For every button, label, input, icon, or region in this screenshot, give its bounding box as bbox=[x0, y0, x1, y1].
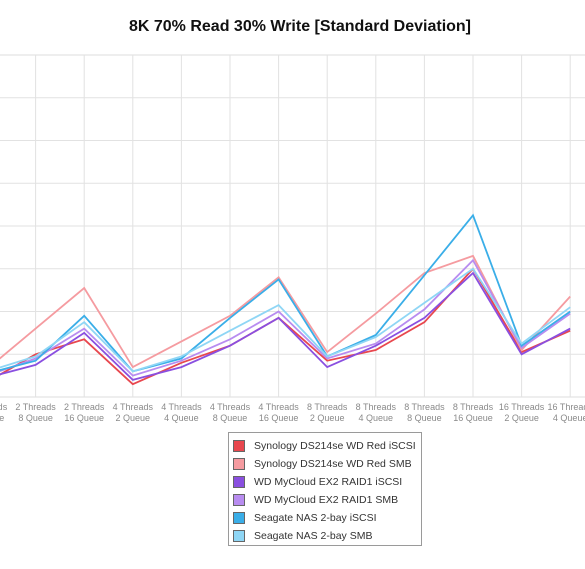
x-tick-label: 16 Threads bbox=[499, 402, 545, 412]
legend-label: Synology DS214se WD Red iSCSI bbox=[254, 440, 416, 452]
x-tick-label: 2 Threads bbox=[15, 402, 56, 412]
x-tick-label: 1 Threads bbox=[0, 402, 8, 412]
x-tick-label: 4 Queue bbox=[359, 413, 394, 423]
legend-label: WD MyCloud EX2 RAID1 SMB bbox=[254, 494, 399, 506]
x-tick-label: 4 Queue bbox=[553, 413, 585, 423]
legend-swatch bbox=[233, 458, 245, 470]
x-tick-label: 2 Queue bbox=[504, 413, 539, 423]
legend-label: Synology DS214se WD Red SMB bbox=[254, 458, 412, 470]
x-tick-label: 4 Queue bbox=[164, 413, 199, 423]
chart-legend: Synology DS214se WD Red iSCSI Synology DS… bbox=[228, 432, 422, 546]
x-tick-label: 2 Queue bbox=[0, 413, 4, 423]
series-line bbox=[0, 213, 571, 373]
legend-item: Seagate NAS 2-bay SMB bbox=[233, 527, 421, 545]
legend-item: WD MyCloud EX2 RAID1 iSCSI bbox=[233, 473, 421, 491]
x-tick-label: 8 Threads bbox=[404, 402, 445, 412]
series-line bbox=[0, 267, 571, 373]
series-line bbox=[0, 271, 571, 381]
x-tick-label: 8 Queue bbox=[407, 413, 442, 423]
x-tick-label: 8 Threads bbox=[453, 402, 494, 412]
x-tick-label: 4 Threads bbox=[258, 402, 299, 412]
legend-item: Synology DS214se WD Red iSCSI bbox=[233, 437, 421, 455]
x-tick-label: 2 Queue bbox=[310, 413, 345, 423]
x-tick-label: 8 Threads bbox=[356, 402, 397, 412]
x-tick-label: 8 Queue bbox=[18, 413, 53, 423]
legend-label: Seagate NAS 2-bay iSCSI bbox=[254, 512, 377, 524]
legend-swatch bbox=[233, 494, 245, 506]
gridlines bbox=[0, 55, 585, 397]
x-tick-label: 8 Queue bbox=[213, 413, 248, 423]
x-tick-label: 4 Threads bbox=[210, 402, 251, 412]
x-tick-label: 16 Queue bbox=[259, 413, 299, 423]
x-tick-label: 8 Threads bbox=[307, 402, 348, 412]
chart-title: 8K 70% Read 30% Write [Standard Deviatio… bbox=[128, 18, 472, 35]
legend-item: WD MyCloud EX2 RAID1 SMB bbox=[233, 491, 421, 509]
series-line bbox=[0, 254, 571, 369]
x-tick-label: 2 Threads bbox=[64, 402, 105, 412]
plot-area-border bbox=[0, 54, 585, 398]
x-tick-label: 16 Queue bbox=[453, 413, 493, 423]
legend-item: Synology DS214se WD Red SMB bbox=[233, 455, 421, 473]
x-tick-label: 4 Threads bbox=[161, 402, 202, 412]
legend-swatch bbox=[233, 476, 245, 488]
series-lines bbox=[0, 213, 571, 386]
legend-swatch bbox=[233, 530, 245, 542]
legend-label: Seagate NAS 2-bay SMB bbox=[254, 530, 373, 542]
x-tick-label: 16 Threads bbox=[548, 402, 585, 412]
legend-swatch bbox=[233, 512, 245, 524]
x-tick-label: 4 Threads bbox=[113, 402, 154, 412]
legend-item: Seagate NAS 2-bay iSCSI bbox=[233, 509, 421, 527]
legend-swatch bbox=[233, 440, 245, 452]
series-line bbox=[0, 258, 571, 377]
legend-label: WD MyCloud EX2 RAID1 iSCSI bbox=[254, 476, 403, 488]
x-tick-label: 16 Queue bbox=[64, 413, 104, 423]
x-tick-label: 2 Queue bbox=[116, 413, 151, 423]
